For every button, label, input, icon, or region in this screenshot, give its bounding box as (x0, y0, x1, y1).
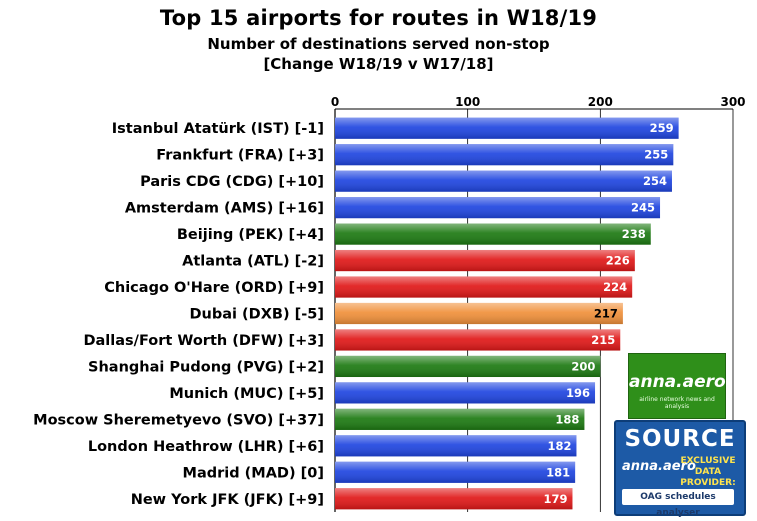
category-label: Istanbul Atatürk (IST) [-1] (112, 121, 324, 137)
bar-highlight (335, 382, 596, 404)
bar-value-label: 215 (591, 333, 615, 347)
bar-highlight (335, 302, 623, 325)
anna-aero-logo-tagline: airline network news and analysis (639, 396, 715, 410)
category-label: Munich (MUC) [+5] (169, 386, 324, 402)
bar-value-label: 196 (566, 386, 590, 400)
bar-value-label: 245 (631, 201, 655, 215)
category-label: Amsterdam (AMS) [+16] (125, 201, 324, 217)
bar-highlight (335, 197, 661, 219)
bar-highlight (335, 117, 679, 139)
bar-highlight (335, 408, 585, 430)
x-tick-label: 200 (588, 95, 613, 109)
bar-highlight (335, 488, 573, 510)
bar-value-label: 255 (644, 148, 668, 162)
bar-highlight (335, 144, 674, 166)
anna-aero-logo: anna.aero airline network news and analy… (628, 353, 726, 419)
source-logo: SOURCE anna.aero EXCLUSIVE DATA PROVIDER… (614, 420, 746, 518)
category-label: Atlanta (ATL) [-2] (182, 254, 324, 270)
bar-value-label: 224 (603, 280, 627, 294)
bar-value-label: 217 (594, 307, 618, 321)
bars: 259 255 254 245 238 226 224 217 215 200 196 188 182 1… (335, 117, 679, 510)
source-label: SOURCE (624, 426, 736, 452)
x-axis-ticks: 0 100 200 300 (331, 95, 746, 109)
bar-highlight (335, 223, 651, 245)
bar-highlight (335, 170, 672, 192)
oag-logo: OAG schedules analyser (622, 489, 734, 518)
x-tick-label: 300 (720, 95, 745, 109)
chart-subtitle: Number of destinations served non-stop (207, 35, 550, 53)
anna-aero-logo-word: anna.aero (629, 372, 726, 392)
bar-highlight (335, 249, 635, 272)
category-label: Dallas/Fort Worth (DFW) [+3] (83, 333, 324, 349)
bar-value-label: 182 (547, 439, 571, 453)
bar-value-label: 200 (571, 359, 595, 373)
bar-value-label: 188 (555, 412, 579, 426)
x-tick-label: 0 (331, 95, 339, 109)
category-label: Chicago O'Hare (ORD) [+9] (104, 280, 324, 296)
bar-highlight (335, 435, 577, 457)
bar-highlight (335, 329, 621, 351)
chart-title: Top 15 airports for routes in W18/19 (159, 6, 598, 30)
category-label: Paris CDG (CDG) [+10] (140, 174, 324, 190)
bar-highlight (335, 461, 576, 483)
bar-value-label: 181 (546, 465, 570, 479)
category-label: Shanghai Pudong (PVG) [+2] (88, 359, 324, 375)
bar-value-label: 238 (622, 227, 646, 241)
source-anna-aero-word: anna.aero (622, 459, 696, 474)
category-label: Moscow Sheremetyevo (SVO) [+37] (33, 412, 324, 428)
category-label: London Heathrow (LHR) [+6] (88, 439, 324, 455)
bar-highlight (335, 276, 633, 298)
category-label: Frankfurt (FRA) [+3] (156, 148, 324, 164)
category-label: New York JFK (JFK) [+9] (131, 492, 324, 508)
bar-value-label: 179 (543, 492, 567, 506)
bar-value-label: 254 (643, 174, 667, 188)
category-label: Madrid (MAD) [0] (183, 465, 324, 481)
category-labels: Istanbul Atatürk (IST) [-1] Frankfurt (FR… (33, 121, 324, 508)
category-label: Dubai (DXB) [-5] (190, 307, 324, 323)
category-label: Beijing (PEK) [+4] (177, 227, 324, 243)
chart-subtitle-change: [Change W18/19 v W17/18] (263, 55, 494, 73)
bar-value-label: 259 (650, 121, 674, 135)
bar-value-label: 226 (606, 254, 630, 268)
x-tick-label: 100 (455, 95, 480, 109)
exclusive-provider-text: EXCLUSIVE DATA PROVIDER: (680, 456, 736, 488)
bar-highlight (335, 355, 601, 378)
